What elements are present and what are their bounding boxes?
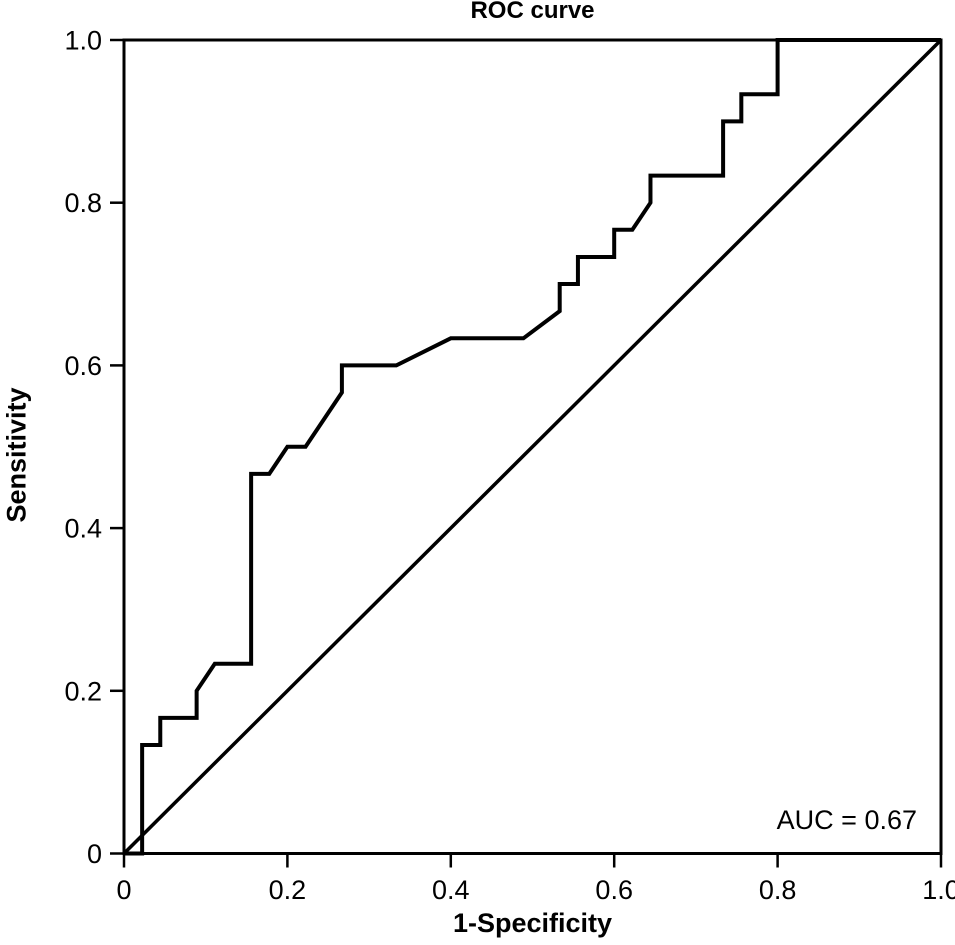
- plot-frame: [122, 38, 943, 855]
- auc-annotation: AUC = 0.67: [776, 805, 917, 835]
- y-tick-label: 1.0: [64, 26, 102, 56]
- y-tick-label: 0: [87, 839, 102, 869]
- x-tick-label: 0: [116, 875, 131, 905]
- roc-curve-line: [124, 38, 941, 856]
- y-tick-label: 0.2: [64, 676, 102, 706]
- chart-title: ROC curve: [470, 0, 595, 24]
- x-axis-label: 1-Specificity: [452, 908, 613, 938]
- x-tick-label: 0.4: [432, 875, 470, 905]
- x-tick-label: 0.6: [595, 875, 633, 905]
- y-axis-label: Sensitivity: [1, 387, 32, 523]
- y-tick-label: 0.8: [64, 188, 102, 218]
- x-tick-label: 0.2: [269, 875, 307, 905]
- y-tick-label: 0.6: [64, 351, 102, 381]
- x-tick-label: 0.8: [759, 875, 797, 905]
- y-tick-label: 0.4: [64, 514, 102, 544]
- x-tick-label: 1.0: [922, 875, 955, 905]
- chance-diagonal-line: [122, 38, 943, 855]
